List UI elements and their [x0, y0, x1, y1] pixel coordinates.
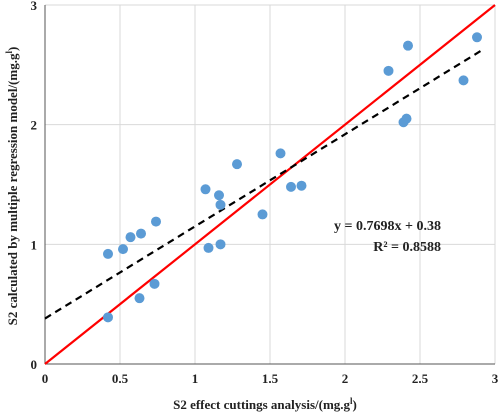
data-point: [118, 244, 128, 255]
y-tick-label: 3: [31, 0, 38, 13]
data-point: [149, 278, 160, 289]
data-point: [257, 209, 268, 220]
trendline: [44, 49, 483, 320]
data-point: [458, 75, 469, 86]
data-point: [296, 180, 307, 191]
y-axis-title-superscript: l: [4, 51, 14, 54]
data-point: [125, 232, 136, 243]
data-point: [103, 312, 113, 323]
y-axis-title: S2 calculated by multiple regression mod…: [4, 47, 20, 326]
tick-labels: 0 0.5 1 1.5 2 2.5 3 0 1 2 3: [31, 0, 498, 386]
y-tick-label: 2: [31, 118, 38, 133]
x-axis-title-end: ): [353, 397, 357, 412]
data-point: [215, 239, 226, 250]
axes: [44, 5, 495, 365]
data-point: [151, 216, 161, 227]
y-axis-title-text: S2 calculated by multiple regression mod…: [5, 53, 20, 325]
data-point: [214, 190, 224, 201]
data-point: [383, 65, 394, 76]
x-tick-label: 0: [42, 371, 49, 386]
data-point: [403, 40, 413, 51]
data-point: [472, 32, 482, 43]
data-point: [103, 248, 113, 259]
x-tick-label: 2: [342, 371, 349, 386]
x-tick-label: 0.5: [112, 371, 129, 386]
y-tick-label: 1: [31, 237, 38, 252]
x-tick-label: 1.5: [262, 371, 279, 386]
x-axis-title: S2 effect cuttings analysis/(mg.gl): [173, 396, 357, 412]
data-point: [275, 148, 286, 159]
reference-line: [44, 4, 496, 365]
data-point: [401, 113, 412, 124]
x-axis-title-superscript: l: [350, 396, 353, 406]
data-points: [103, 32, 482, 323]
chart-lines: [44, 4, 496, 365]
y-tick-label: 0: [31, 357, 38, 372]
x-axis-title-text: S2 effect cuttings analysis/(mg.g: [173, 397, 350, 412]
regression-equation: y = 0.7698x + 0.38: [334, 219, 441, 234]
y-axis-title-end: ): [5, 47, 20, 51]
data-point: [136, 228, 146, 239]
data-point: [200, 184, 211, 195]
data-point: [134, 293, 145, 304]
x-tick-label: 1: [192, 371, 199, 386]
r-squared-label: R² = 0.8588: [373, 240, 441, 255]
data-point: [203, 242, 214, 253]
x-tick-label: 3: [492, 371, 498, 386]
data-point: [286, 181, 296, 192]
x-tick-label: 2.5: [412, 371, 429, 386]
data-point: [215, 199, 226, 210]
data-point: [232, 159, 242, 170]
